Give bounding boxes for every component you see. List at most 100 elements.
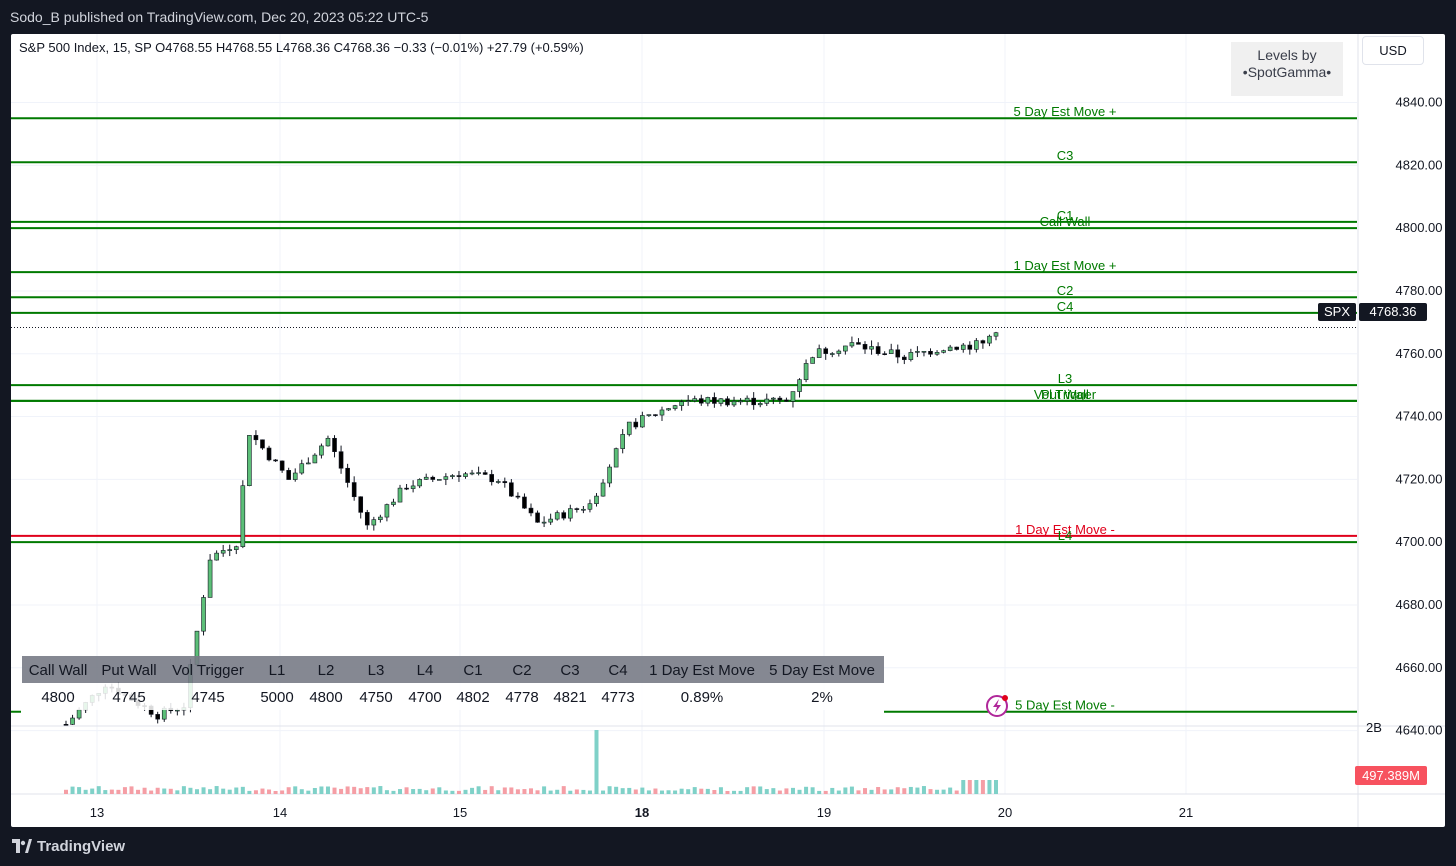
candle-body	[417, 479, 422, 487]
volume-bar	[948, 787, 953, 794]
candle	[836, 349, 842, 357]
volume-bar	[267, 789, 272, 794]
candle-body	[574, 508, 580, 510]
candle	[391, 498, 396, 507]
volume-bar	[974, 780, 979, 794]
candle-body	[273, 459, 278, 462]
candle-body	[482, 472, 488, 475]
volume-bar	[306, 790, 311, 794]
volume-bar	[470, 787, 475, 794]
candle	[921, 350, 927, 357]
volume-bar	[745, 787, 750, 794]
candle	[358, 496, 364, 519]
candle-body	[744, 397, 750, 402]
candle	[338, 445, 344, 474]
candle-body	[843, 345, 848, 352]
candle	[902, 354, 907, 365]
candle-body	[541, 521, 547, 524]
candle-body	[987, 335, 992, 344]
candle-body	[640, 415, 645, 428]
candle	[692, 395, 698, 403]
candle-body	[437, 479, 442, 481]
candle-body	[535, 512, 540, 523]
candle-body	[679, 401, 684, 406]
level-label: Vol Trigger	[1034, 387, 1097, 402]
volume-bar	[732, 790, 737, 794]
y-tick-label: 4660.00	[1396, 660, 1443, 675]
volume-bar	[430, 788, 435, 794]
candle-body	[862, 344, 868, 350]
volume-bar	[574, 789, 579, 794]
candle-body	[613, 448, 619, 468]
volume-bar	[103, 790, 108, 794]
currency-button[interactable]: USD	[1362, 36, 1424, 65]
volume-bar	[686, 789, 691, 794]
candle	[273, 459, 278, 462]
volume-bar	[594, 730, 599, 794]
table-header-cell: C2	[512, 662, 531, 679]
volume-bar	[339, 788, 344, 794]
volume-bar	[450, 790, 455, 794]
table-value-cell: 4750	[359, 689, 392, 706]
volume-bar	[869, 789, 874, 794]
candle	[607, 464, 612, 488]
last-price-tag-text: 4768.36	[1370, 304, 1417, 319]
candle	[312, 453, 318, 464]
candle-body	[875, 346, 881, 354]
volume-bar	[90, 788, 95, 794]
candle	[306, 457, 311, 465]
candle-body	[371, 519, 377, 526]
candle	[384, 503, 390, 522]
candle	[679, 399, 684, 411]
candle	[875, 342, 881, 356]
publisher-text: Sodo_B published on TradingView.com, Dec…	[10, 9, 429, 25]
volume-bar	[325, 786, 330, 794]
candle-body	[358, 496, 364, 513]
symbol-legend: S&P 500 Index, 15, SP O4768.55 H4768.55 …	[19, 40, 584, 55]
table-header-cell: 1 Day Est Move	[649, 662, 755, 679]
candle	[974, 338, 979, 353]
volume-bar	[83, 789, 88, 794]
candle-body	[292, 472, 298, 480]
candle-body	[869, 346, 874, 350]
volume-bar	[214, 786, 219, 794]
volume-bar	[542, 786, 547, 794]
candle	[941, 349, 946, 354]
candle-body	[364, 512, 370, 526]
candle	[233, 545, 239, 555]
candle-body	[391, 501, 396, 505]
candle-body	[456, 475, 462, 477]
candle-body	[469, 472, 475, 475]
candle-body	[299, 463, 305, 474]
volume-bar	[699, 788, 704, 794]
candle	[705, 396, 711, 407]
x-tick-label: 19	[817, 805, 831, 820]
candles	[63, 331, 999, 726]
volume-bar	[319, 786, 324, 794]
volume-bar	[365, 787, 370, 794]
candle-body	[653, 414, 658, 416]
symbol-tag	[1318, 303, 1356, 321]
volume-bar	[417, 788, 422, 794]
candle	[548, 513, 553, 525]
volume-bar	[849, 786, 854, 794]
candle	[790, 391, 796, 408]
volume-bar	[109, 789, 114, 794]
candle-body	[378, 516, 383, 520]
volume-bar	[758, 786, 763, 794]
chart-panel[interactable]: 5 Day Est Move + C3 C1 Call Wall 1 Day Est M…	[11, 34, 1445, 827]
candle	[522, 493, 527, 509]
volume-bar	[260, 788, 265, 794]
candle	[960, 343, 966, 353]
candle-body	[286, 470, 291, 480]
candle-body	[771, 397, 776, 400]
volume-bar	[843, 787, 848, 794]
last-price-tag	[1359, 303, 1427, 321]
candle	[718, 398, 724, 407]
candle	[351, 476, 357, 501]
volume-bar	[496, 790, 501, 794]
candle	[332, 435, 337, 458]
volume-bar	[790, 787, 795, 794]
y-tick-label: 4800.00	[1396, 220, 1443, 235]
